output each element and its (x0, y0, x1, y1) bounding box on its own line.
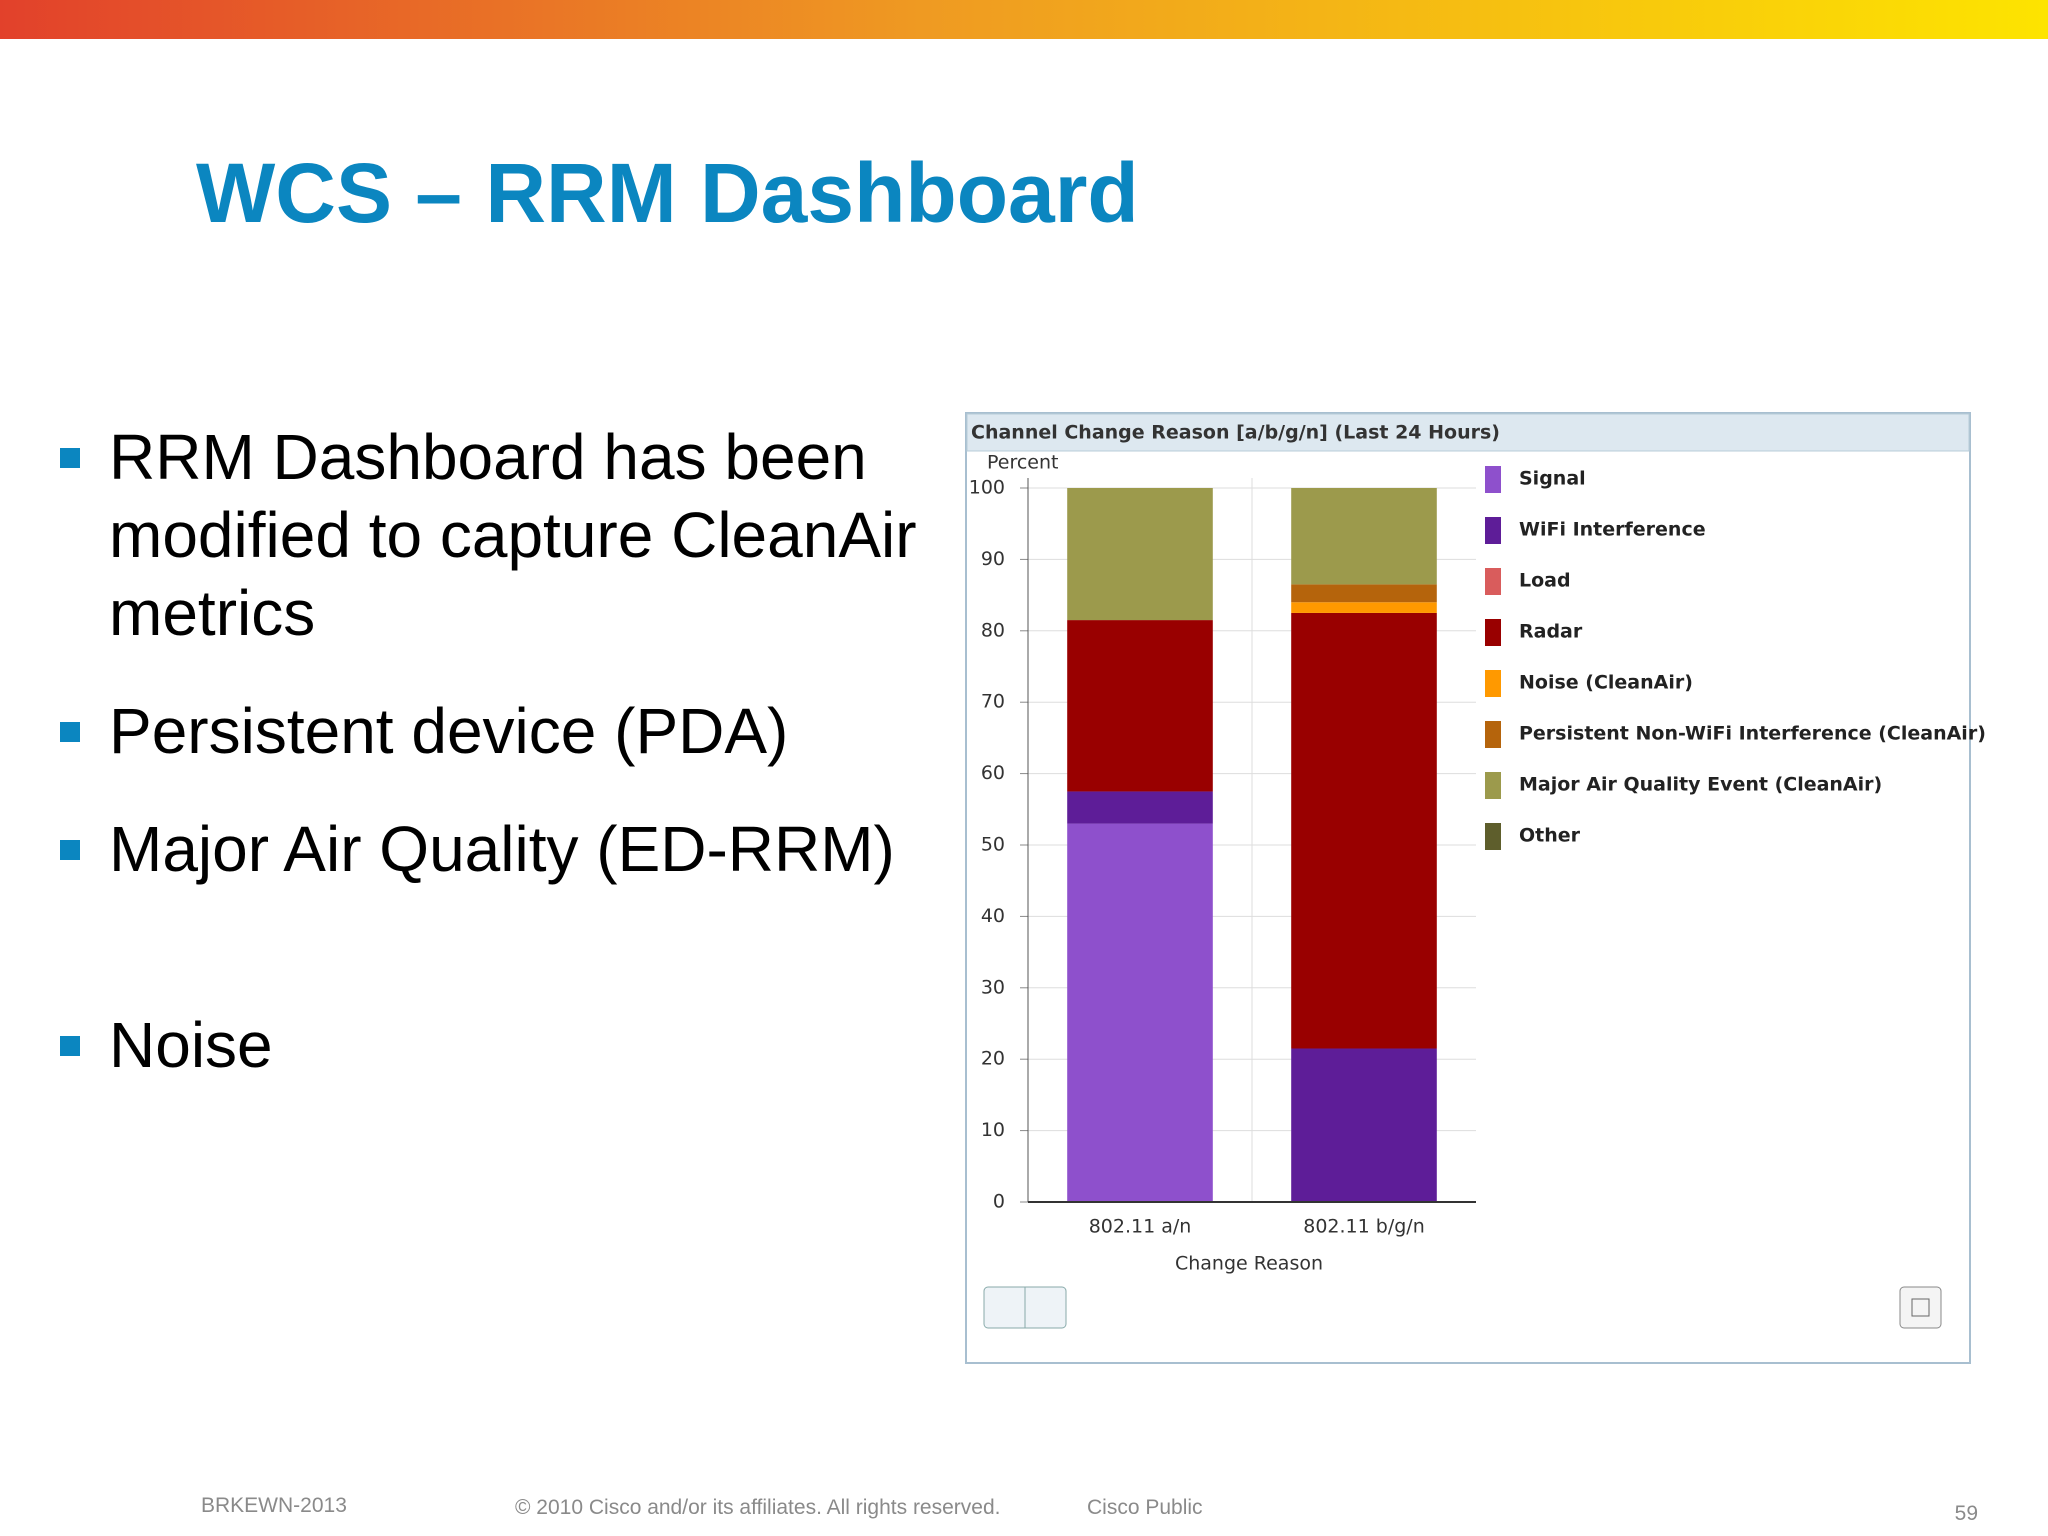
expand-icon (1911, 1298, 1930, 1317)
legend-swatch (1485, 772, 1501, 799)
bullet: RRM Dashboard has been modified to captu… (60, 418, 940, 652)
chart-title: Channel Change Reason [a/b/g/n] (Last 24… (971, 422, 1500, 444)
y-tick-label: 50 (981, 834, 1005, 856)
footer-classification: Cisco Public (1087, 1496, 1203, 1519)
bullet: Noise (60, 1006, 940, 1084)
bullet-text: Persistent device (PDA) (109, 695, 789, 767)
legend-label: Persistent Non-WiFi Interference (CleanA… (1519, 723, 1986, 745)
y-tick-label: 90 (981, 548, 1005, 570)
y-tick-label: 20 (981, 1048, 1005, 1070)
footer-copyright: © 2010 Cisco and/or its affiliates. All … (515, 1496, 1000, 1519)
top-band (0, 0, 2048, 39)
footer-session: BRKEWN-2013 (201, 1494, 347, 1517)
legend-swatch (1485, 670, 1501, 697)
legend-label: Signal (1519, 468, 1586, 490)
y-tick-label: 0 (993, 1191, 1005, 1213)
y-tick-label: 40 (981, 905, 1005, 927)
legend-label: Load (1519, 570, 1571, 592)
slide-title: WCS – RRM Dashboard (196, 146, 1139, 240)
legend-swatch (1485, 823, 1501, 850)
y-tick-label: 70 (981, 691, 1005, 713)
bullet-marker (60, 1036, 80, 1056)
legend-swatch (1485, 466, 1501, 493)
legend-label: Major Air Quality Event (CleanAir) (1519, 774, 1882, 796)
bar-segment (1067, 488, 1213, 621)
bar-segment (1067, 620, 1213, 792)
x-tick-label: 802.11 a/n (1089, 1216, 1192, 1238)
bar-segment (1291, 1048, 1437, 1202)
bullet-text: Major Air Quality (ED-RRM) (109, 813, 895, 885)
bar-segment (1291, 602, 1437, 613)
x-tick-label: 802.11 b/g/n (1303, 1216, 1425, 1238)
bullet-text: Noise (109, 1009, 273, 1081)
legend-label: WiFi Interference (1519, 519, 1706, 541)
bullet-text: RRM Dashboard has been modified to captu… (109, 421, 917, 649)
y-tick-label: 30 (981, 976, 1005, 998)
y-tick-label: 80 (981, 619, 1005, 641)
bar-segment (1067, 791, 1213, 824)
y-tick-label: 10 (981, 1119, 1005, 1141)
legend-label: Radar (1519, 621, 1583, 643)
legend-label: Noise (CleanAir) (1519, 672, 1693, 694)
expand-button[interactable] (1899, 1286, 1942, 1329)
legend-swatch (1485, 517, 1501, 544)
legend-label: Other (1519, 825, 1581, 847)
legend-swatch (1485, 568, 1501, 595)
bullet: Persistent device (PDA) (60, 692, 940, 770)
y-tick-label: 100 (969, 477, 1005, 499)
bar-segment (1291, 612, 1437, 1049)
bar-segment (1067, 823, 1213, 1202)
y-axis-label: Percent (987, 452, 1059, 474)
bar-segment (1291, 488, 1437, 585)
y-tick-label: 60 (981, 762, 1005, 784)
bullet-marker (60, 722, 80, 742)
bullet: Major Air Quality (ED-RRM) (60, 810, 940, 888)
chart-header (966, 413, 1970, 452)
page-number: 59 (1955, 1502, 1978, 1525)
bullet-marker (60, 448, 80, 468)
x-axis-label: Change Reason (1175, 1253, 1323, 1275)
bullet-marker (60, 840, 80, 860)
legend-swatch (1485, 619, 1501, 646)
bar-segment (1291, 584, 1437, 603)
legend-swatch (1485, 721, 1501, 748)
